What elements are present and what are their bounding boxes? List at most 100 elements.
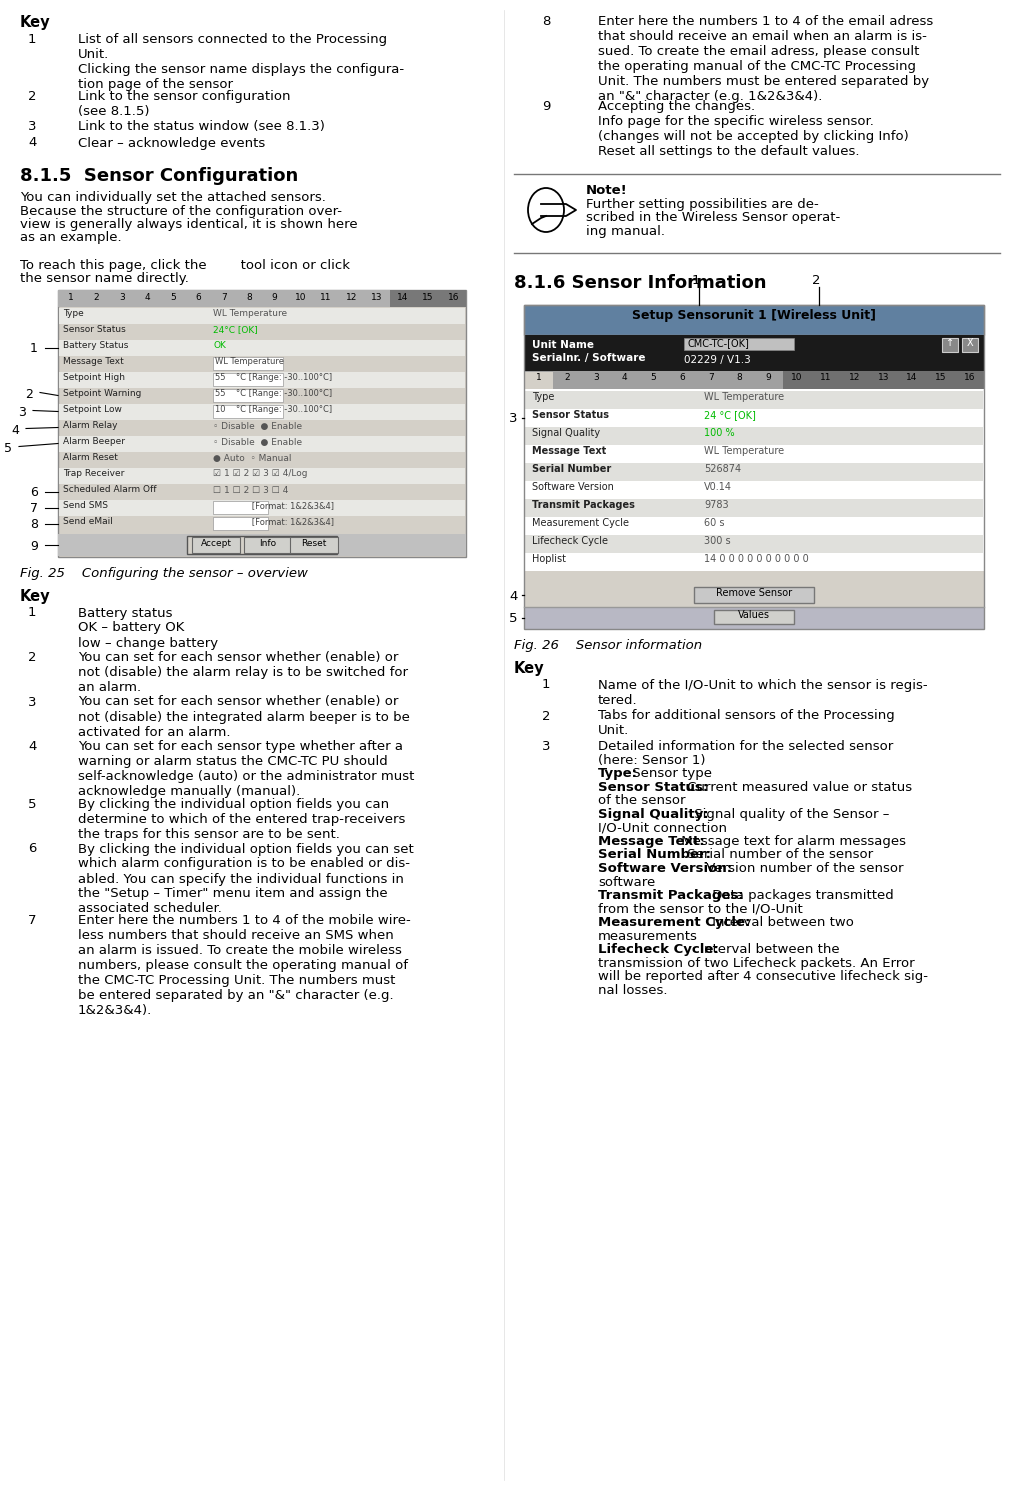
Text: 300 s: 300 s — [704, 537, 731, 547]
Text: WL Temperature: WL Temperature — [215, 357, 284, 366]
Text: 02229 / V1.3: 02229 / V1.3 — [684, 354, 751, 365]
Text: 7: 7 — [221, 293, 227, 302]
Text: WL Temperature: WL Temperature — [213, 309, 288, 318]
Text: ☐ 1 ☐ 2 ☐ 3 ☐ 4: ☐ 1 ☐ 2 ☐ 3 ☐ 4 — [213, 486, 289, 495]
Text: 3: 3 — [28, 120, 36, 133]
Text: Message Text: Message Text — [532, 447, 606, 456]
Text: Serial Number: Serial Number — [532, 465, 611, 474]
FancyBboxPatch shape — [524, 335, 984, 371]
FancyBboxPatch shape — [213, 389, 283, 402]
Text: Enter here the numbers 1 to 4 of the mobile wire-
less numbers that should recei: Enter here the numbers 1 to 4 of the mob… — [78, 913, 411, 1017]
FancyBboxPatch shape — [58, 290, 466, 306]
Text: 4: 4 — [11, 423, 19, 437]
FancyBboxPatch shape — [58, 534, 466, 556]
Text: Note!: Note! — [586, 184, 628, 197]
Text: 7: 7 — [30, 502, 38, 516]
FancyBboxPatch shape — [525, 462, 983, 480]
Text: Current measured value or status: Current measured value or status — [683, 780, 912, 794]
Text: Values: Values — [738, 610, 770, 620]
Text: 8: 8 — [246, 293, 252, 302]
Text: Send eMail: Send eMail — [63, 517, 113, 526]
Text: measurements: measurements — [598, 930, 698, 942]
Text: Message Text: Message Text — [63, 357, 124, 366]
Text: 9: 9 — [766, 374, 771, 383]
Text: V0.14: V0.14 — [704, 483, 732, 492]
Text: 526874: 526874 — [704, 465, 742, 474]
Text: 5: 5 — [4, 441, 12, 454]
FancyBboxPatch shape — [898, 371, 926, 389]
FancyBboxPatch shape — [956, 371, 984, 389]
FancyBboxPatch shape — [524, 607, 984, 628]
Text: will be reported after 4 consecutive lifecheck sig-: will be reported after 4 consecutive lif… — [598, 970, 928, 984]
FancyBboxPatch shape — [192, 537, 240, 553]
Text: 10: 10 — [295, 293, 306, 302]
Text: Data packages transmitted: Data packages transmitted — [707, 890, 894, 901]
Text: 10: 10 — [791, 374, 803, 383]
Text: Sensor Status: Sensor Status — [532, 411, 609, 420]
Text: Key: Key — [20, 589, 50, 604]
Text: 4: 4 — [622, 374, 628, 383]
Text: 15: 15 — [935, 374, 946, 383]
Text: Signal quality of the Sensor –: Signal quality of the Sensor – — [689, 807, 889, 821]
Text: Message text for alarm messages: Message text for alarm messages — [677, 836, 906, 848]
Text: 60 s: 60 s — [704, 519, 724, 529]
Text: Signal Quality: Signal Quality — [532, 429, 600, 438]
Text: 16: 16 — [964, 374, 976, 383]
Text: 100 %: 100 % — [704, 429, 735, 438]
Text: Accepting the changes.
Info page for the specific wireless sensor.
(changes will: Accepting the changes. Info page for the… — [598, 100, 909, 158]
Text: Version number of the sensor: Version number of the sensor — [701, 863, 903, 875]
Text: 13: 13 — [878, 374, 889, 383]
FancyBboxPatch shape — [213, 372, 283, 386]
Text: Fig. 25    Configuring the sensor – overview: Fig. 25 Configuring the sensor – overvie… — [20, 567, 308, 580]
Text: 4: 4 — [28, 740, 36, 753]
Text: 3: 3 — [542, 740, 551, 753]
Text: the sensor name directly.: the sensor name directly. — [20, 272, 189, 286]
Text: [Format: 1&2&3&4]: [Format: 1&2&3&4] — [215, 501, 334, 510]
Text: Software Version:: Software Version: — [598, 863, 733, 875]
Text: ● Auto  ◦ Manual: ● Auto ◦ Manual — [213, 453, 292, 462]
Text: 2: 2 — [94, 293, 99, 302]
Text: Key: Key — [514, 661, 545, 676]
Text: 8: 8 — [542, 15, 550, 28]
FancyBboxPatch shape — [840, 371, 869, 389]
Text: Further setting possibilities are de-: Further setting possibilities are de- — [586, 197, 818, 211]
Text: 4: 4 — [28, 136, 36, 150]
FancyBboxPatch shape — [244, 537, 292, 553]
Text: 13: 13 — [371, 293, 382, 302]
Text: 1: 1 — [28, 607, 36, 619]
FancyBboxPatch shape — [714, 610, 794, 623]
Text: scribed in the Wireless Sensor operat-: scribed in the Wireless Sensor operat- — [586, 211, 840, 224]
Text: 12: 12 — [345, 293, 357, 302]
Text: 3: 3 — [509, 413, 518, 426]
Text: 55    °C [Range: -30..100°C]: 55 °C [Range: -30..100°C] — [215, 374, 332, 383]
Text: 8: 8 — [30, 519, 38, 532]
Text: Because the structure of the configuration over-: Because the structure of the configurati… — [20, 205, 342, 217]
Text: Fig. 26    Sensor information: Fig. 26 Sensor information — [514, 638, 702, 652]
Text: 5: 5 — [170, 293, 176, 302]
Text: Enter here the numbers 1 to 4 of the email adress
that should receive an email w: Enter here the numbers 1 to 4 of the ema… — [598, 15, 933, 103]
FancyBboxPatch shape — [869, 371, 898, 389]
Text: 4: 4 — [144, 293, 150, 302]
Text: 24 °C [OK]: 24 °C [OK] — [704, 411, 756, 420]
Text: Send SMS: Send SMS — [63, 501, 108, 510]
Text: 2: 2 — [28, 90, 36, 103]
Text: Transmit Packages:: Transmit Packages: — [598, 890, 744, 901]
Text: To reach this page, click the        tool icon or click: To reach this page, click the tool icon … — [20, 259, 350, 272]
Text: Signal Quality:: Signal Quality: — [598, 807, 708, 821]
FancyBboxPatch shape — [213, 405, 283, 417]
FancyBboxPatch shape — [290, 537, 338, 553]
Text: You can set for each sensor whether (enable) or
not (disable) the integrated ala: You can set for each sensor whether (ena… — [78, 695, 410, 739]
Text: Link to the sensor configuration
(see 8.1.5): Link to the sensor configuration (see 8.… — [78, 90, 291, 118]
Text: Alarm Reset: Alarm Reset — [63, 453, 118, 462]
Text: software: software — [598, 876, 655, 888]
Text: Type: Type — [532, 393, 554, 402]
Text: Software Version: Software Version — [532, 483, 613, 492]
Text: By clicking the individual option fields you can set
which alarm configuration i: By clicking the individual option fields… — [78, 843, 414, 915]
FancyBboxPatch shape — [213, 516, 268, 529]
Text: 9: 9 — [542, 100, 550, 114]
Text: 9783: 9783 — [704, 501, 728, 510]
FancyBboxPatch shape — [525, 535, 983, 553]
Text: Alarm Beeper: Alarm Beeper — [63, 438, 125, 447]
FancyBboxPatch shape — [525, 371, 553, 389]
Text: 1: 1 — [68, 293, 74, 302]
